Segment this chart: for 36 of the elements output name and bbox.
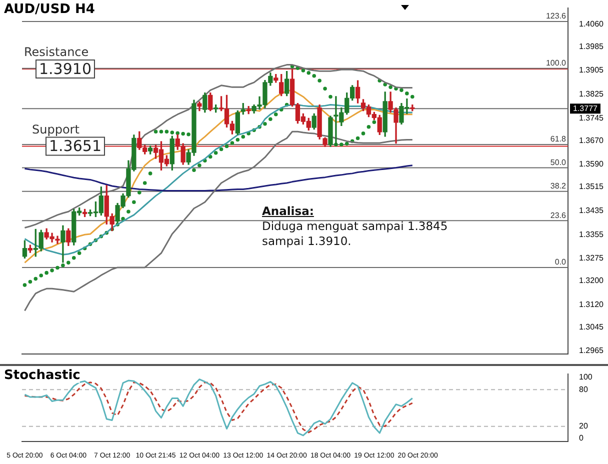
annotation: sampai 1.3910. [262,234,352,249]
annotation: Resistance [24,45,89,60]
y-tick-label: 1.3745 [579,113,604,122]
y-tick-label: 1.3435 [579,206,604,215]
annotation: Support [32,122,80,136]
annotation: 50.0 [550,158,567,167]
ref-line-label: 1.3651 [49,137,102,156]
y-tick-label: 20 [579,422,588,431]
annotation: 100.0 [546,58,567,68]
y-tick-label: 1.3355 [579,230,604,239]
annotation: 38.2 [550,182,567,191]
chart-title: AUD/USD H4 [4,2,95,17]
y-tick-label: 1.3905 [579,66,604,75]
y-tick-label: 1.3670 [579,136,604,145]
chart-title: Stochastic [4,368,80,383]
y-tick-label: 0 [579,434,584,443]
ref-line-label: 1.3910 [39,60,92,78]
annotation: Diduga menguat sampai 1.3845 [262,219,448,234]
y-tick-label: 1.3590 [579,160,604,169]
y-tick-label: 100 [579,372,593,382]
y-tick-label: 1.3120 [579,300,604,309]
annotation: 123.6 [546,12,567,21]
y-tick-label: 1.3045 [579,322,604,332]
y-tick-label: 1.2965 [579,346,604,356]
annotation: 61.8 [550,134,567,144]
annotation: Analisa: [262,204,314,219]
y-tick-label: 1.4060 [579,19,604,28]
y-tick-label: 80 [579,384,588,394]
annotation: 0.0 [554,258,567,267]
annotation: 23.6 [550,210,567,220]
ref-line-label: 1.3777 [573,104,598,113]
y-tick-label: 1.3200 [579,276,604,286]
y-tick-label: 1.3985 [579,42,604,51]
y-tick-label: 1.3825 [579,90,604,99]
y-tick-label: 1.3515 [579,182,604,192]
y-tick-label: 1.3275 [579,254,604,263]
